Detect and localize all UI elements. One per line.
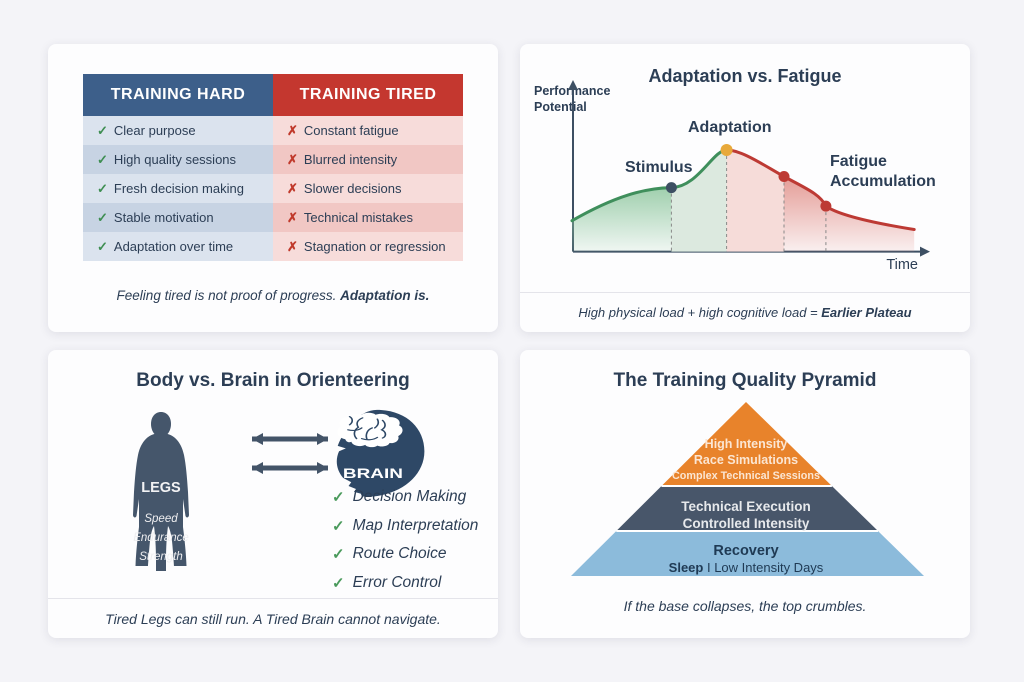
- svg-text:Technical Execution: Technical Execution: [681, 499, 811, 514]
- svg-text:LEGS: LEGS: [141, 480, 181, 496]
- svg-text:Complex Technical Sessions: Complex Technical Sessions: [672, 470, 820, 482]
- svg-text:Time: Time: [886, 257, 918, 273]
- svg-text:Strength: Strength: [139, 551, 182, 563]
- svg-text:High Intensity: High Intensity: [705, 437, 788, 451]
- svg-text:Sleep I Low Intensity Days: Sleep I Low Intensity Days: [669, 560, 824, 575]
- svg-text:Speed: Speed: [144, 513, 178, 525]
- svg-text:Stimulus: Stimulus: [625, 159, 693, 176]
- svg-text:Fatigue: Fatigue: [830, 153, 887, 170]
- svg-text:Endurance: Endurance: [133, 532, 189, 544]
- svg-text:Controlled Intensity: Controlled Intensity: [683, 516, 810, 531]
- svg-text:Recovery: Recovery: [713, 543, 778, 559]
- svg-text:Adaptation: Adaptation: [688, 119, 772, 136]
- svg-text:Accumulation: Accumulation: [830, 173, 936, 190]
- svg-text:BRAIN: BRAIN: [343, 465, 403, 481]
- svg-text:Race Simulations: Race Simulations: [694, 453, 798, 467]
